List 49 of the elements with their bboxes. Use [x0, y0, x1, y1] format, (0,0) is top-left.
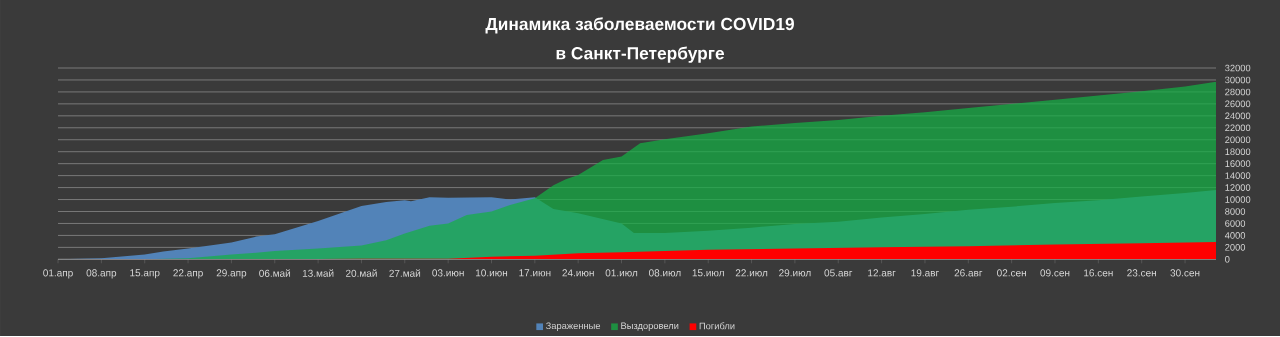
x-tick-label: 01.июл — [605, 269, 638, 277]
x-tick-label: 03.июн — [432, 269, 464, 277]
y-tick-label: 12000 — [1225, 184, 1251, 192]
legend-label: Погибли — [699, 322, 735, 330]
x-tick-label: 15.июл — [692, 269, 724, 277]
y-tick-label: 28000 — [1225, 88, 1251, 96]
y-tick-label: 32000 — [1225, 64, 1251, 72]
x-tick-label: 06.май — [259, 269, 291, 278]
legend-label: Зараженные — [545, 322, 601, 332]
x-tick-label: 10.июн — [475, 269, 508, 277]
y-tick-label: 2000 — [1225, 244, 1246, 251]
x-tick-label: 05.авг — [824, 269, 853, 277]
x-tick-label: 17.июн — [519, 269, 551, 277]
y-tick-label: 14000 — [1225, 172, 1251, 180]
x-tick-label: 08.июл — [648, 269, 681, 277]
x-tick-label: 16.сен — [1084, 269, 1113, 277]
x-tick-label: 15.апр — [130, 269, 160, 279]
x-tick-label: 23.сен — [1127, 269, 1156, 277]
x-tick-label: 13.май — [302, 269, 334, 278]
x-tick-label: 09.сен — [1040, 269, 1070, 277]
legend-label: Выздоровели — [621, 322, 679, 332]
y-tick-label: 24000 — [1225, 112, 1251, 120]
x-tick-label: 27.май — [389, 269, 421, 278]
y-tick-label: 30000 — [1225, 76, 1251, 84]
y-tick-label: 4000 — [1224, 232, 1246, 239]
y-tick-label: 18000 — [1225, 148, 1251, 156]
x-tick-label: 08.апр — [86, 269, 117, 279]
x-tick-label: 24.июн — [562, 269, 594, 277]
chart-subtitle: в Санкт-Петербурге — [556, 46, 725, 64]
x-tick-label: 02.сен — [997, 269, 1026, 277]
y-tick-label: 10000 — [1225, 196, 1251, 204]
x-tick-label: 26.авг — [954, 269, 983, 277]
x-tick-label: 19.авг — [911, 269, 939, 277]
x-tick-label: 22.апр — [173, 269, 203, 279]
x-tick-label: 29.апр — [216, 269, 247, 279]
y-tick-label: 26000 — [1225, 100, 1251, 108]
x-tick-label: 22.июл — [735, 269, 768, 277]
y-tick-label: 16000 — [1225, 160, 1251, 168]
y-tick-label: 0 — [1225, 256, 1230, 263]
x-tick-label: 30.сен — [1170, 269, 1200, 277]
y-tick-label: 22000 — [1225, 124, 1251, 132]
y-tick-label: 8000 — [1225, 208, 1246, 216]
chart-title: Динамика заболеваемости COVID19 — [485, 17, 794, 34]
y-tick-label: 20000 — [1225, 136, 1251, 144]
x-tick-label: 12.авг — [868, 269, 896, 277]
y-tick-label: 6000 — [1225, 220, 1246, 227]
x-tick-label: 29.июл — [779, 269, 811, 277]
x-tick-label: 20.май — [345, 269, 377, 278]
x-tick-label: 01.апр — [43, 269, 73, 279]
